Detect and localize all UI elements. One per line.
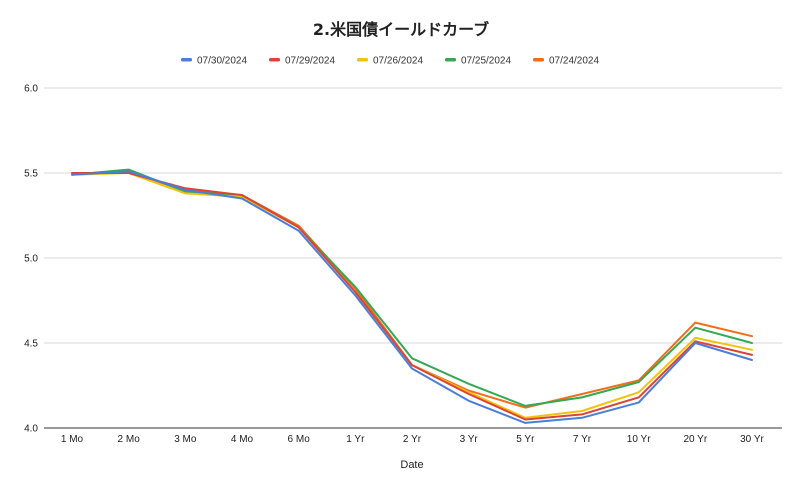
- x-tick-label: 6 Mo: [288, 434, 311, 445]
- legend-swatch: [357, 58, 368, 62]
- legend-item: 07/25/2024: [445, 56, 511, 67]
- legend-item: 07/29/2024: [269, 56, 335, 67]
- legend-label: 07/30/2024: [197, 56, 247, 67]
- legend-label: 07/29/2024: [285, 56, 335, 67]
- x-tick-label: 7 Yr: [573, 434, 592, 445]
- series-lines: [71, 168, 753, 424]
- y-tick-label: 6.0: [24, 84, 38, 95]
- legend-item: 07/30/2024: [181, 56, 247, 67]
- x-tick-label: 20 Yr: [683, 434, 707, 445]
- y-tick-label: 4.5: [24, 339, 38, 350]
- x-tick-label: 1 Yr: [346, 434, 365, 445]
- legend-label: 07/26/2024: [373, 56, 423, 67]
- legend-swatch: [445, 58, 456, 62]
- x-tick-label: 10 Yr: [627, 434, 651, 445]
- legend-swatch: [269, 58, 280, 62]
- y-tick-label: 5.0: [24, 254, 38, 265]
- legend-item: 07/26/2024: [357, 56, 423, 67]
- y-axis-ticks: 6.0 5.5 5.0 4.5 4.0: [24, 84, 38, 435]
- x-tick-label: 3 Yr: [460, 434, 479, 445]
- x-tick-label: 3 Mo: [174, 434, 197, 445]
- x-tick-label: 2 Yr: [403, 434, 422, 445]
- y-tick-label: 4.0: [24, 424, 38, 435]
- legend-label: 07/25/2024: [461, 56, 511, 67]
- x-axis-ticks: 1 Mo 2 Mo 3 Mo 4 Mo 6 Mo 1 Yr 2 Yr 3 Yr 5 Yr 7 Yr…: [61, 434, 765, 445]
- x-tick-label: 1 Mo: [61, 434, 84, 445]
- x-tick-label: 5 Yr: [516, 434, 535, 445]
- series-line-07-30-2024: [71, 170, 753, 424]
- series-line-07-25-2024: [71, 168, 753, 407]
- x-axis-title: Date: [400, 459, 423, 471]
- x-tick-label: 30 Yr: [740, 434, 764, 445]
- x-tick-label: 2 Mo: [118, 434, 141, 445]
- chart-title: 2.米国債イールドカーブ: [313, 20, 489, 39]
- series-line-07-29-2024: [71, 172, 753, 421]
- grid-lines: [44, 87, 782, 429]
- legend-label: 07/24/2024: [549, 56, 599, 67]
- legend-item: 07/24/2024: [533, 56, 599, 67]
- legend-swatch: [181, 58, 192, 62]
- legend-swatch: [533, 58, 544, 62]
- legend: 07/30/2024 07/29/2024 07/26/2024 07/25/2024…: [181, 56, 599, 67]
- series-line-07-26-2024: [71, 172, 753, 419]
- y-tick-label: 5.5: [24, 169, 38, 180]
- x-tick-label: 4 Mo: [231, 434, 254, 445]
